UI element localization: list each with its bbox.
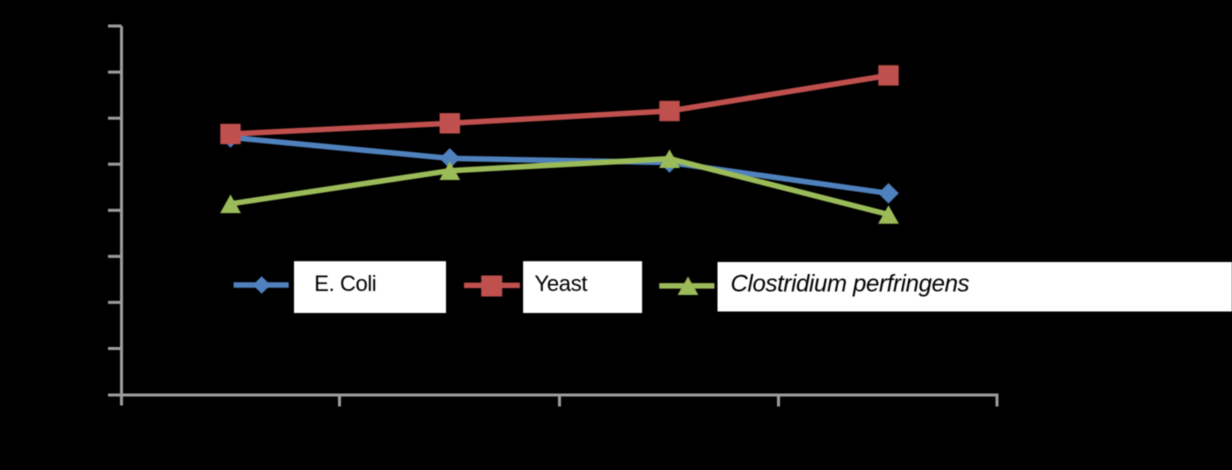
svg-text:Clostridium perfringens: Clostridium perfringens (731, 271, 970, 298)
svg-text:Yeast: Yeast (535, 271, 588, 296)
svg-text:E. Coli: E. Coli (314, 271, 376, 296)
